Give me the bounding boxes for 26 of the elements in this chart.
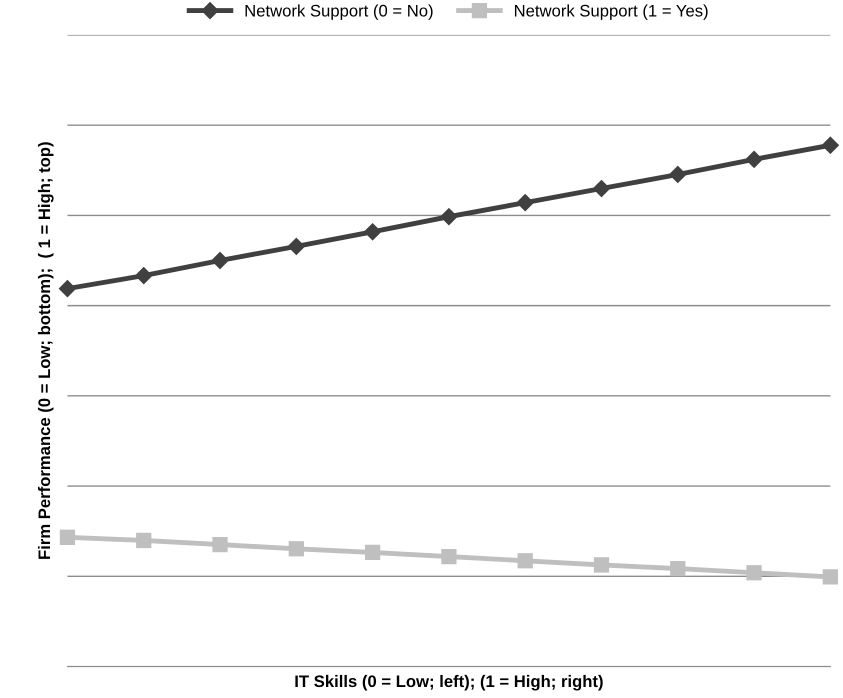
point (288, 541, 304, 556)
point (288, 238, 305, 255)
point (516, 194, 534, 212)
point (364, 544, 380, 560)
point (136, 532, 152, 548)
point (822, 569, 838, 585)
point (746, 150, 763, 168)
point (592, 180, 610, 198)
point (518, 553, 533, 568)
point (211, 252, 229, 270)
point (58, 280, 76, 298)
point (212, 536, 228, 552)
point (670, 560, 686, 576)
point (364, 223, 382, 240)
y-axis-title: Firm Performance (0 = Low; bottom); ( 1 = High; top) (38, 142, 54, 559)
legend-label: Network Support (1 = Yes) (514, 4, 708, 20)
point (440, 208, 458, 226)
legend-label: Network Support (0 = No) (246, 4, 433, 20)
x-axis-title: IT Skills (0 = Low; left); (1 = High; right) (295, 674, 603, 691)
point (60, 530, 76, 545)
point (669, 166, 686, 184)
point (822, 136, 839, 154)
point (594, 557, 610, 573)
point (135, 267, 152, 284)
point (746, 565, 762, 580)
point (441, 548, 457, 564)
